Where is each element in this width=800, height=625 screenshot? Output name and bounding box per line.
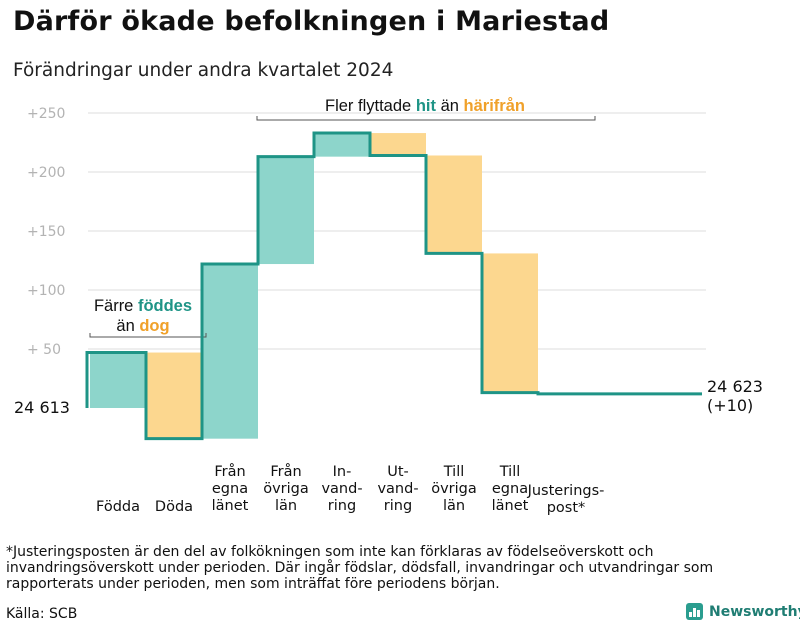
y-tick-label: +200 — [27, 165, 65, 181]
brand-logo: Newsworthy — [686, 603, 800, 620]
category-label: Till övriga län — [431, 464, 477, 514]
y-tick-label: +100 — [27, 283, 65, 299]
chart-subtitle: Förändringar under andra kvartalet 2024 — [13, 60, 394, 81]
category-label: Justerings-post* — [527, 483, 605, 516]
annotation-births-deaths-line2: än dog — [116, 317, 169, 335]
bar — [314, 133, 370, 157]
category-label: Från egna länet — [212, 463, 249, 514]
bar — [482, 253, 538, 393]
bar — [258, 156, 314, 265]
y-tick-label: +150 — [27, 224, 65, 240]
bar-chart-icon — [686, 603, 703, 620]
category-label: Ut-vand-ring — [377, 464, 418, 514]
bar — [202, 264, 258, 439]
category-label: Till egna länet — [492, 464, 529, 514]
annotation-bracket-births-deaths — [89, 333, 207, 338]
bar — [370, 133, 426, 156]
bars — [90, 133, 538, 439]
category-label: In-vand-ring — [321, 464, 362, 514]
step-line — [85, 131, 702, 441]
brand-name: Newsworthy — [709, 603, 800, 620]
bar — [146, 352, 202, 439]
gridlines: +250 +200 +150 +100 + 50 — [27, 106, 706, 358]
bar — [426, 155, 482, 254]
end-value-label: 24 623 (+10) — [707, 377, 763, 415]
source-label: Källa: SCB — [6, 606, 78, 622]
waterfall-chart: +250 +200 +150 +100 + 50 Färre föddes än dog… — [14, 97, 763, 516]
start-value-label: 24 613 — [14, 398, 70, 417]
annotations: Färre föddes än dog Fler flyttade hit än… — [89, 97, 596, 338]
step-line-layer — [85, 131, 702, 441]
footnote: *Justeringsposten är den del av folkökni… — [6, 544, 714, 592]
y-tick-label: + 50 — [27, 342, 61, 358]
chart-title: Därför ökade befolkningen i Mariestad — [13, 6, 610, 37]
annotation-migration: Fler flyttade hit än härifrån — [325, 97, 525, 115]
y-tick-label: +250 — [27, 106, 65, 122]
annotation-births-deaths-line1: Färre föddes — [94, 297, 192, 315]
bar — [90, 352, 146, 408]
annotation-bracket-migration — [256, 116, 596, 121]
category-label: Från övriga län — [263, 463, 309, 514]
category-labels: Födda Döda Från egna länet Från övriga län In-va… — [14, 377, 763, 516]
category-label: Döda — [155, 499, 193, 515]
category-label: Födda — [96, 499, 140, 515]
